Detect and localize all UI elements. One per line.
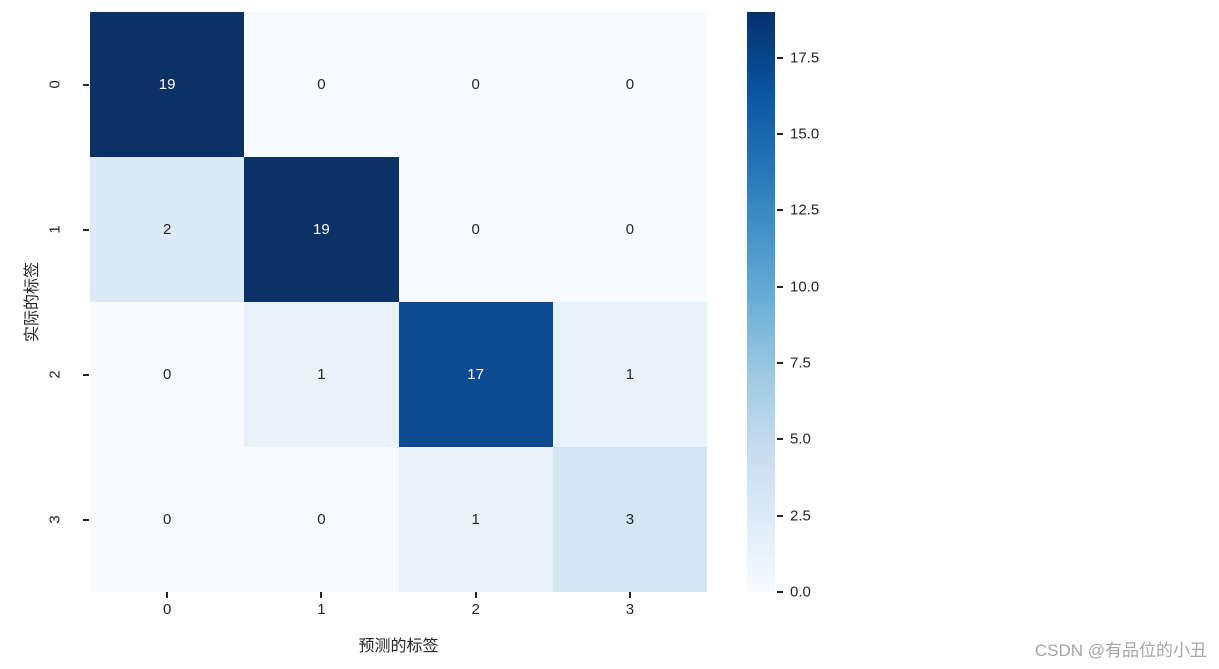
colorbar-tick-mark [777,438,783,441]
heatmap-cell-r2c0: 0 [90,302,245,447]
heatmap-cell-r3c2: 1 [398,447,553,592]
y-tick-mark [83,373,89,376]
colorbar-tick-label: 10.0 [790,278,820,296]
heatmap-cell-r0c2: 0 [398,12,553,157]
y-tick-label: 2 [46,369,64,379]
x-tick-label: 0 [162,601,172,618]
colorbar-tick-mark [777,285,783,288]
heatmap-cell-r0c0: 19 [90,12,245,157]
colorbar-tick-label: 7.5 [790,354,811,372]
heatmap-cell-r0c3: 0 [552,12,707,157]
x-tick-mark [166,592,169,598]
y-tick-label: 3 [46,514,64,524]
colorbar-tick-mark [777,209,783,212]
x-tick-label: 3 [625,601,635,618]
x-tick-mark [628,592,631,598]
colorbar-tick-mark [777,514,783,517]
colorbar-tick-mark [777,591,783,593]
heatmap-grid: 19 0 0 0 2 19 0 0 0 1 17 1 0 0 1 3 [90,12,707,592]
colorbar-tick-label: 12.5 [790,201,820,219]
heatmap-cell-r2c1: 1 [244,302,399,447]
x-axis-label: 预测的标签 [358,638,439,655]
x-tick-mark [474,592,477,598]
heatmap-cell-r1c0: 2 [90,157,245,302]
x-tick-mark [320,592,323,598]
heatmap-cell-r0c1: 0 [244,12,399,157]
heatmap-cell-r2c3: 1 [552,302,707,447]
y-axis-label: 实际的标签 [24,261,41,343]
colorbar-tick-label: 5.0 [790,430,811,448]
colorbar-tick-mark [777,56,783,59]
colorbar [747,12,775,592]
colorbar-tick-mark [777,133,783,136]
y-tick-mark [83,518,89,521]
heatmap-cell-r3c0: 0 [90,447,245,592]
x-tick-label: 2 [471,601,480,618]
y-tick-mark [83,83,89,86]
heatmap-cell-r3c3: 3 [552,447,707,592]
colorbar-tick-label: 0.0 [790,583,811,601]
watermark-text: CSDN @有品位的小丑 [1034,641,1207,660]
y-tick-label: 1 [46,224,64,234]
y-tick-mark [83,228,89,231]
y-tick-label: 0 [46,79,64,89]
heatmap-cell-r1c1: 19 [244,157,399,302]
colorbar-tick-label: 15.0 [790,125,820,143]
colorbar-tick-label: 2.5 [790,507,811,525]
heatmap-cell-r1c3: 0 [552,157,707,302]
heatmap-cell-r1c2: 0 [398,157,553,302]
colorbar-tick-mark [777,362,783,365]
colorbar-tick-label: 17.5 [790,49,820,67]
heatmap-cell-r2c2: 17 [398,302,553,447]
x-tick-label: 1 [317,601,326,618]
heatmap-cell-r3c1: 0 [244,447,399,592]
